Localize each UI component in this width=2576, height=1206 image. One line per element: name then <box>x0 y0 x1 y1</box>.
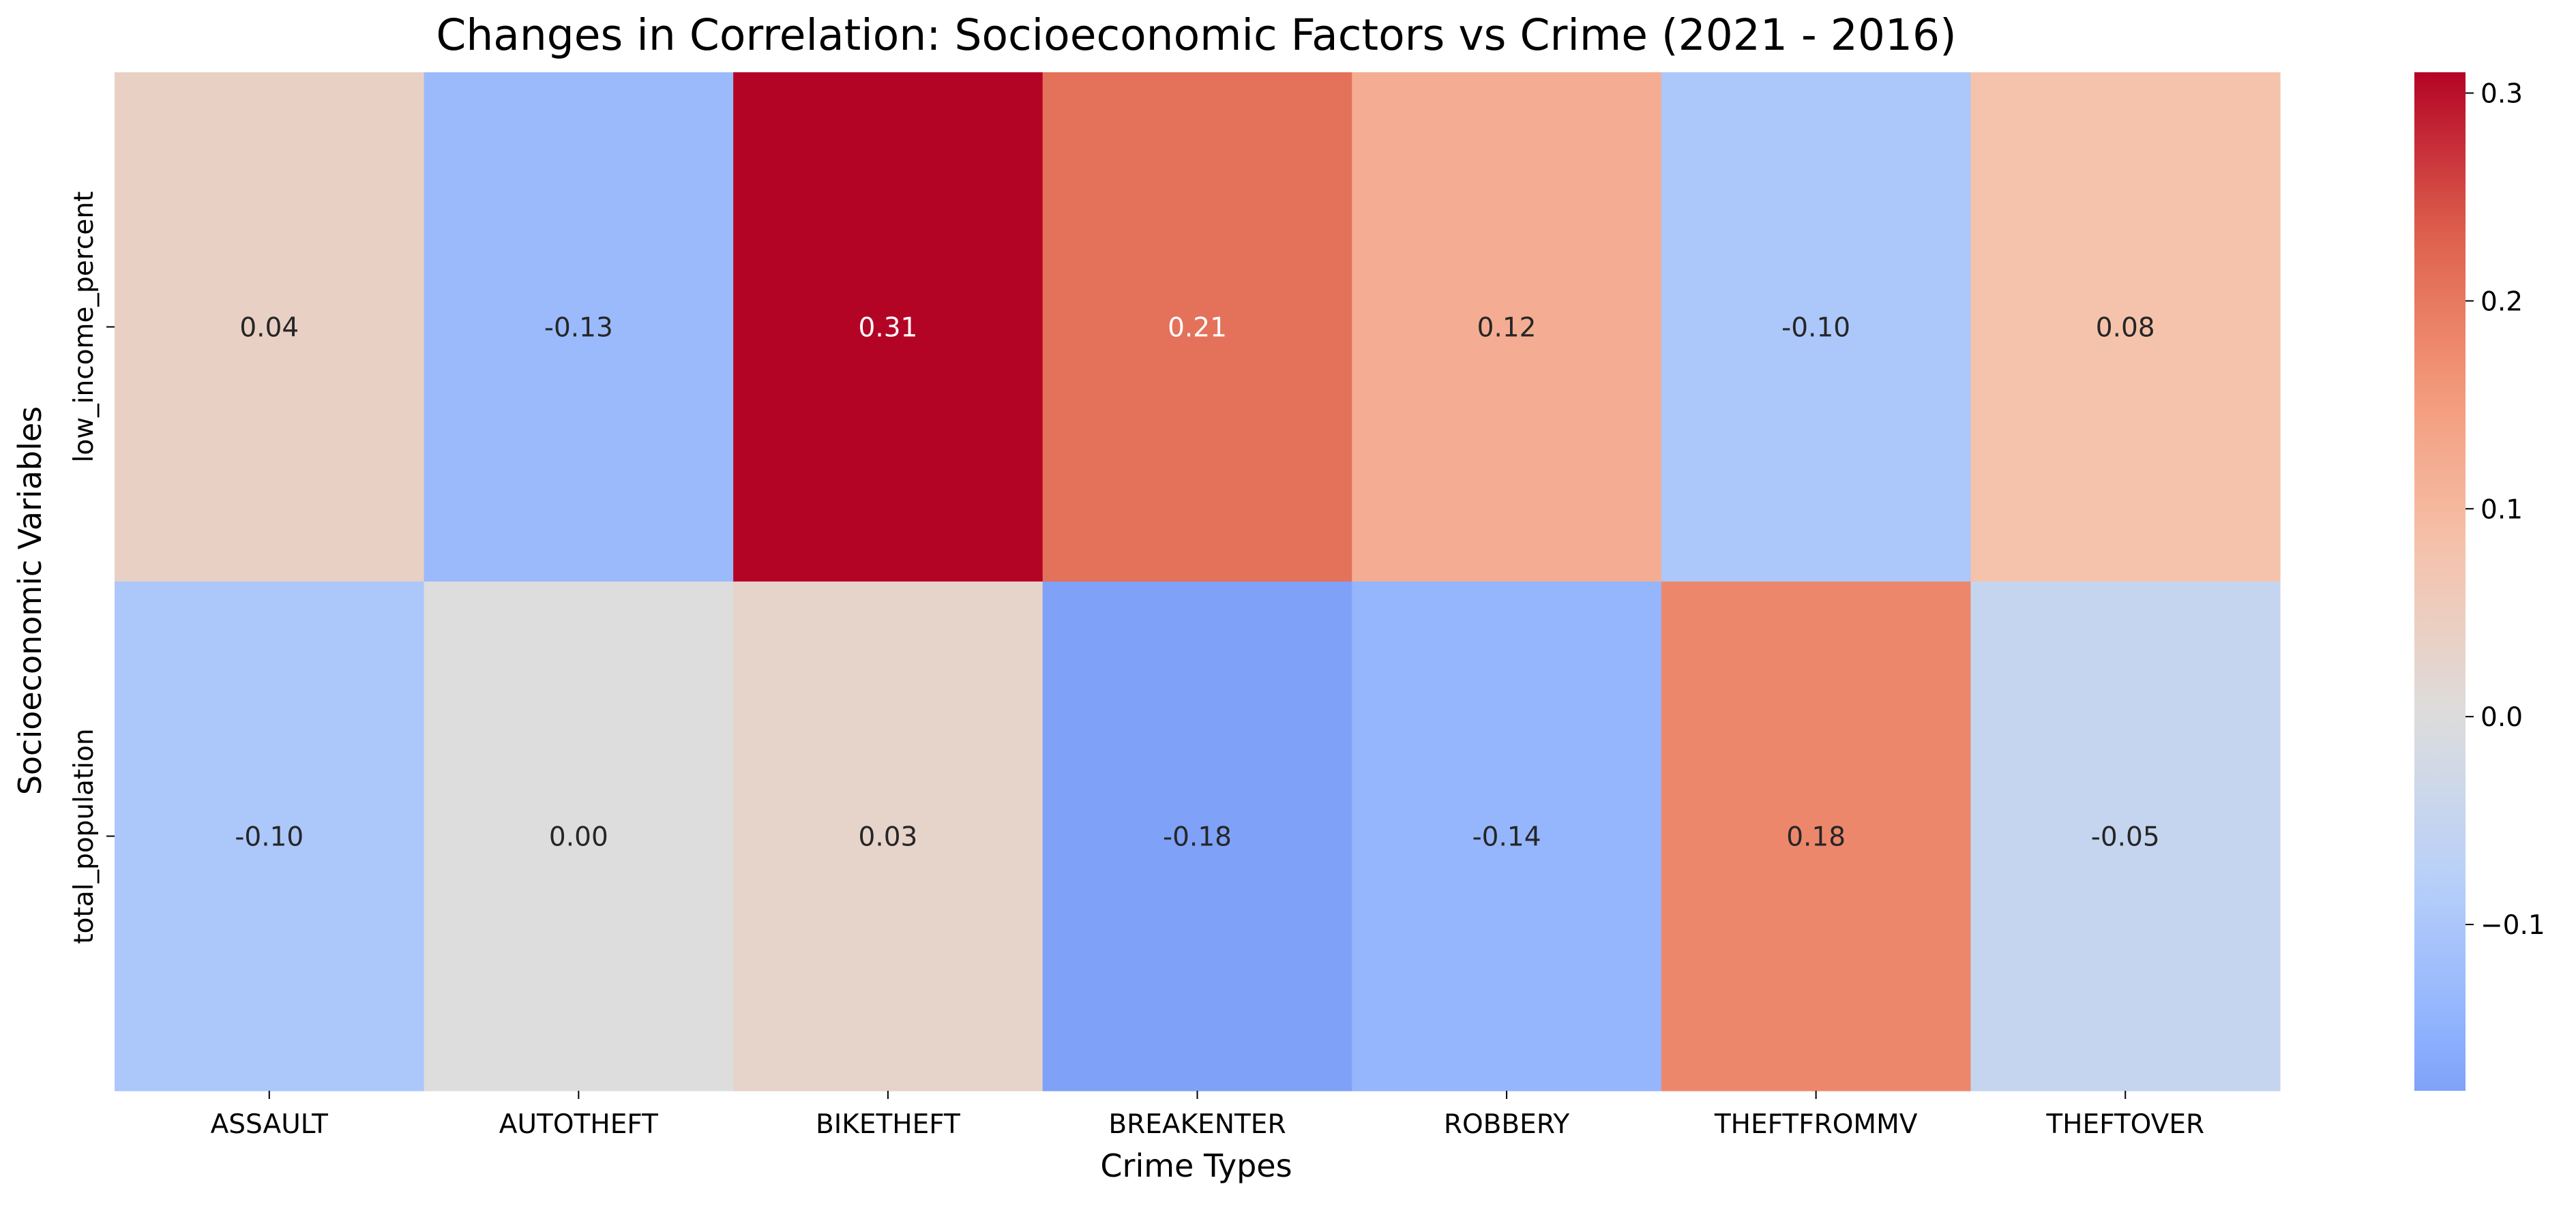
cell-value-label: 0.04 <box>239 313 299 344</box>
cell-value-label: -0.14 <box>1472 822 1541 853</box>
heatmap-cell <box>424 582 734 1091</box>
heatmap-cell <box>1042 72 1352 582</box>
x-tick-label: THEFTFROMMV <box>1714 1109 1918 1140</box>
cell-value-label: -0.05 <box>2091 822 2160 853</box>
y-tick-label: low_income_percent <box>69 192 100 463</box>
cell-value-label: 0.12 <box>1477 313 1537 344</box>
heatmap-cell <box>1661 582 1972 1091</box>
heatmap-cell <box>1970 582 2281 1091</box>
cell-value-label: 0.08 <box>2096 313 2155 344</box>
y-axis-label: Socioeconomic Variables <box>12 406 48 795</box>
colorbar <box>2414 72 2466 1091</box>
cell-value-label: 0.00 <box>549 822 608 853</box>
x-tick-label: ROBBERY <box>1444 1109 1570 1140</box>
colorbar-tick-label: −0.1 <box>2481 910 2545 941</box>
y-tick-label: total_population <box>69 728 100 944</box>
heatmap-cell <box>424 72 734 582</box>
cell-value-label: -0.10 <box>235 822 304 853</box>
heatmap-cell <box>1661 72 1972 582</box>
x-tick-label: AUTOTHEFT <box>499 1109 658 1140</box>
colorbar-ticks: 0.3 0.2 0.1 0.0 −0.1 <box>2466 78 2545 941</box>
cell-value-label: 0.18 <box>1786 822 1846 853</box>
x-tick-label: THEFTOVER <box>2045 1109 2204 1140</box>
cell-value-label: -0.18 <box>1163 822 1232 853</box>
heatmap-cell <box>1970 72 2281 582</box>
colorbar-tick-label: 0.3 <box>2481 78 2523 109</box>
heatmap-cell <box>1352 582 1662 1091</box>
x-axis-ticks: ASSAULT AUTOTHEFT BIKETHEFT BREAKENTER ROBBE… <box>211 1091 2204 1140</box>
y-axis-ticks: low_income_percent total_population <box>69 192 115 944</box>
cell-value-label: -0.13 <box>544 313 613 344</box>
heatmap-cells <box>115 72 2281 1091</box>
heatmap-cell <box>1352 72 1662 582</box>
x-tick-label: BREAKENTER <box>1108 1109 1286 1140</box>
heatmap-annotations: 0.04 -0.13 0.31 0.21 0.12 -0.10 0.08 -0.10 0.00 0… <box>235 313 2159 853</box>
x-axis-label: Crime Types <box>1100 1147 1292 1184</box>
heatmap-cell <box>733 582 1043 1091</box>
x-tick-label: BIKETHEFT <box>816 1109 960 1140</box>
cell-value-label: -0.10 <box>1781 313 1850 344</box>
colorbar-tick-label: 0.0 <box>2481 702 2523 733</box>
cell-value-label: 0.21 <box>1168 313 1227 344</box>
heatmap-cell <box>115 72 425 582</box>
heatmap-cell <box>733 72 1043 582</box>
x-tick-label: ASSAULT <box>211 1109 328 1140</box>
cell-value-label: 0.03 <box>859 822 918 853</box>
heatmap-cell <box>1042 582 1352 1091</box>
chart-title: Changes in Correlation: Socioeconomic Fa… <box>436 10 1956 60</box>
heatmap-cell <box>115 582 425 1091</box>
colorbar-tick-label: 0.1 <box>2481 494 2523 525</box>
colorbar-tick-label: 0.2 <box>2481 286 2523 317</box>
cell-value-label: 0.31 <box>859 313 918 344</box>
